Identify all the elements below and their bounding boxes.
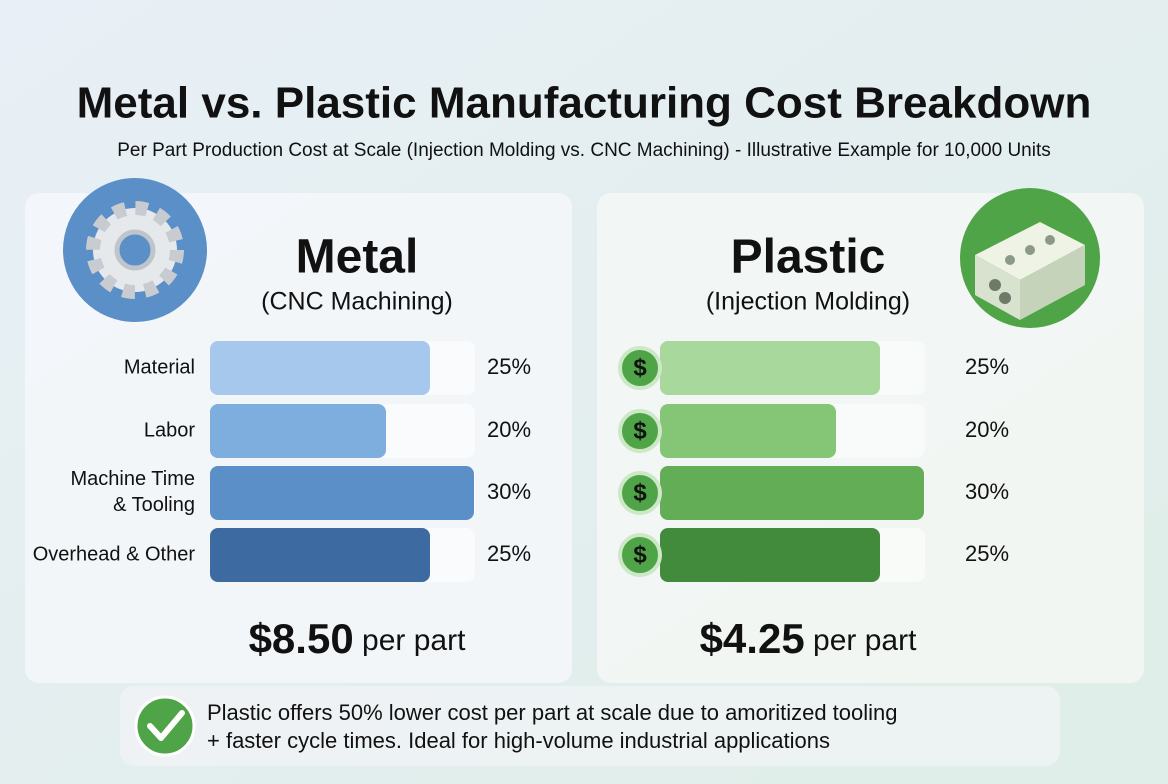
value-label: 30% [487, 479, 531, 504]
price-unit: per part [813, 624, 917, 657]
value-label: 20% [965, 417, 1009, 442]
row-label-line: & Tooling [113, 494, 195, 516]
price-unit: per part [362, 624, 466, 657]
value-label: 25% [487, 354, 531, 379]
row-label: Machine Time & Tooling [71, 468, 196, 516]
block-icon [960, 188, 1100, 328]
value-label: 30% [965, 479, 1009, 504]
dollar-icon: $ [633, 354, 647, 381]
price-value: $8.50 [249, 615, 354, 662]
bar [660, 528, 880, 582]
bar [210, 528, 430, 582]
dollar-icon [618, 533, 662, 577]
check-icon [134, 695, 196, 757]
bar [660, 404, 836, 458]
bar [210, 404, 386, 458]
value-label: 25% [965, 354, 1009, 379]
dollar-icon: $ [633, 541, 647, 568]
note-line: Plastic offers 50% lower cost per part a… [207, 700, 898, 725]
title: Metal vs. Plastic Manufacturing Cost Bre… [77, 79, 1092, 128]
dollar-icon [618, 409, 662, 453]
dollar-icon [618, 471, 662, 515]
bar [660, 466, 924, 520]
note-line: + faster cycle times. Ideal for high-vol… [207, 728, 830, 753]
row-label-line: Machine Time [71, 468, 196, 490]
dollar-icon: $ [633, 417, 647, 444]
price-space [805, 624, 813, 657]
price-space [354, 624, 362, 657]
price: $4.25 per part [700, 615, 918, 662]
note-box [120, 686, 1060, 766]
value-label: 25% [965, 541, 1009, 566]
value-label: 20% [487, 417, 531, 442]
bar [210, 466, 474, 520]
price: $8.50 per part [249, 615, 467, 662]
dollar-icon [618, 346, 662, 390]
panel-subtitle: (CNC Machining) [261, 288, 453, 316]
dollar-icon: $ [633, 479, 647, 506]
bar [210, 341, 430, 395]
row-label: Labor [144, 419, 195, 441]
panel-title: Plastic [731, 231, 886, 284]
value-label: 25% [487, 541, 531, 566]
panel-title: Metal [296, 231, 419, 284]
bar [660, 341, 880, 395]
panel-subtitle: (Injection Molding) [706, 288, 910, 316]
row-label: Overhead & Other [33, 543, 196, 565]
gear-icon [63, 178, 207, 322]
price-value: $4.25 [700, 615, 805, 662]
subtitle: Per Part Production Cost at Scale (Injec… [117, 140, 1051, 161]
row-label: Material [124, 356, 195, 378]
